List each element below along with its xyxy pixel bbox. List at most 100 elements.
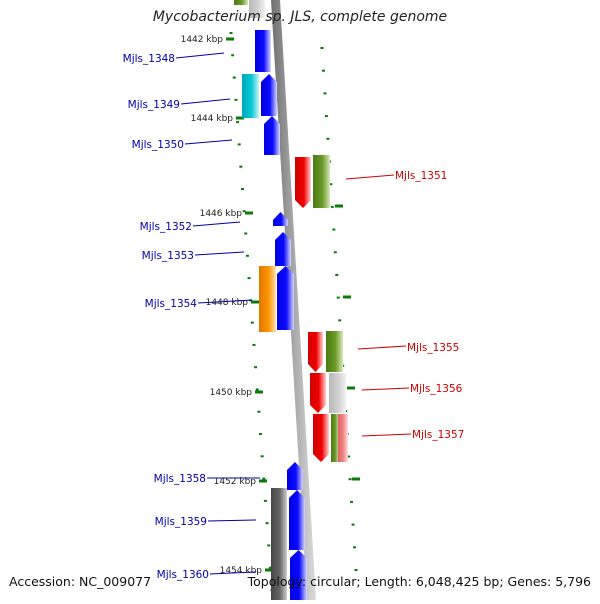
gene-label-leader — [207, 519, 257, 522]
gene-label: Mjls_1348 — [123, 53, 175, 65]
outer-major-tick — [347, 386, 355, 390]
gene-mjls-1354 — [277, 266, 294, 330]
scale-tick — [245, 254, 249, 257]
gene-label: Mjls_1349 — [128, 99, 180, 111]
kbp-major-tick — [236, 116, 244, 120]
gene-label-leader — [209, 571, 257, 575]
scale-tick — [254, 366, 258, 369]
label-layer: 1442 kbp 1444 kbp 1446 kbp 1448 kbp 1450 kbp… — [123, 35, 465, 581]
kbp-label: 1450 kbp — [210, 388, 253, 398]
scale-tick — [237, 143, 241, 146]
scale-tick — [239, 165, 243, 168]
scale-tick — [262, 477, 266, 480]
gene-mjls-1350 — [264, 116, 280, 155]
kbp-major-tick — [226, 37, 234, 41]
gene-label-leader — [192, 221, 241, 227]
gene-label: Mjls_1356 — [410, 383, 463, 395]
kbp-label: 1442 kbp — [181, 35, 224, 45]
gene-mjls-1355 — [326, 331, 343, 372]
gene-layer — [234, 0, 348, 600]
scale-tick-outer — [326, 137, 330, 140]
scale-tick — [250, 321, 254, 324]
gene-mjls-1357a — [313, 414, 329, 462]
scale-tick — [252, 343, 256, 346]
scale-tick — [231, 54, 235, 57]
scale-tick-outer — [321, 69, 325, 72]
gene-mjls-1359 — [289, 490, 305, 550]
gene-top-partial-gray — [249, 0, 265, 18]
gene-mjls-1353 — [275, 232, 291, 266]
gene-label: Mjls_1358 — [154, 473, 206, 485]
gene-label-leader — [197, 299, 253, 304]
scale-tick — [268, 566, 272, 569]
scale-tick-outer — [329, 183, 333, 186]
gene-mjls-1351 — [313, 155, 330, 208]
genome-summary-text: Topology: circular; Length: 6,048,425 bp… — [247, 574, 591, 589]
gene-label: Mjls_1360 — [157, 569, 209, 581]
gene-label-leader — [180, 98, 231, 105]
kbp-major-tick — [265, 568, 273, 572]
gene-label-leader — [361, 387, 410, 391]
gene-mjls-1359a — [271, 488, 287, 600]
scale-tick — [234, 98, 238, 101]
gene-top-partial-olive — [234, 0, 248, 5]
gene-label: Mjls_1355 — [407, 342, 459, 354]
scale-tick — [232, 76, 236, 79]
gene-mjls-1356 — [329, 373, 346, 413]
scale-tick-outer — [333, 251, 337, 254]
kbp-major-tick — [259, 479, 267, 483]
scale-tick-outer — [332, 228, 336, 231]
gene-label-leader — [361, 433, 412, 437]
scale-tick — [263, 499, 267, 502]
gene-label-leader — [345, 174, 395, 180]
outer-major-tick — [352, 477, 360, 481]
gene-mjls-1351a — [295, 157, 311, 208]
scale-tick-outer — [320, 47, 324, 49]
scale-tick — [257, 410, 261, 413]
outer-major-tick — [343, 295, 351, 299]
scale-tick — [242, 210, 246, 213]
scale-tick — [265, 522, 269, 525]
scale-tick-outer — [351, 523, 355, 526]
gene-mjls-1349b — [261, 74, 277, 116]
scale-tick-outer — [335, 273, 339, 276]
scale-tick-outer — [324, 115, 328, 118]
scale-tick — [259, 433, 263, 436]
gene-mjls-1357b — [331, 414, 339, 462]
scale-tick — [244, 232, 248, 235]
scale-tick — [255, 388, 259, 391]
gene-label: Mjls_1359 — [155, 516, 207, 528]
gene-mjls-1355a — [308, 332, 323, 372]
kbp-label: 1446 kbp — [200, 209, 243, 219]
scale-tick — [267, 544, 271, 547]
kbp-major-tick — [251, 300, 259, 304]
scale-tick-outer — [354, 569, 358, 571]
gene-label-leader — [357, 345, 407, 350]
gene-mjls-1352 — [273, 212, 288, 226]
scale-tick-outer — [323, 92, 327, 95]
scale-tick — [236, 121, 240, 124]
gene-label: Mjls_1352 — [140, 221, 192, 233]
kbp-major-tick — [255, 390, 263, 394]
page-title: Mycobacterium sp. JLS, complete genome — [152, 9, 448, 25]
scale-tick-outer — [353, 546, 357, 549]
gene-mjls-1354a — [259, 266, 276, 332]
scale-tick — [240, 187, 244, 190]
scale-tick-outer — [338, 319, 342, 322]
gene-label: Mjls_1354 — [145, 298, 198, 310]
gene-label: Mjls_1350 — [132, 139, 184, 151]
kbp-label: 1444 kbp — [191, 114, 234, 124]
scale-tick-outer — [347, 455, 351, 458]
scale-tick-outer — [350, 500, 354, 503]
kbp-label: 1452 kbp — [214, 477, 257, 487]
accession-text: Accession: NC_009077 — [9, 574, 152, 589]
outer-major-tick — [335, 204, 343, 208]
gene-mjls-1360 — [290, 550, 307, 600]
gene-label: Mjls_1351 — [395, 170, 447, 182]
gene-label: Mjls_1353 — [142, 250, 194, 262]
scale-tick — [229, 32, 233, 34]
scale-tick-outer — [348, 478, 352, 481]
gene-label-leader — [175, 52, 225, 59]
